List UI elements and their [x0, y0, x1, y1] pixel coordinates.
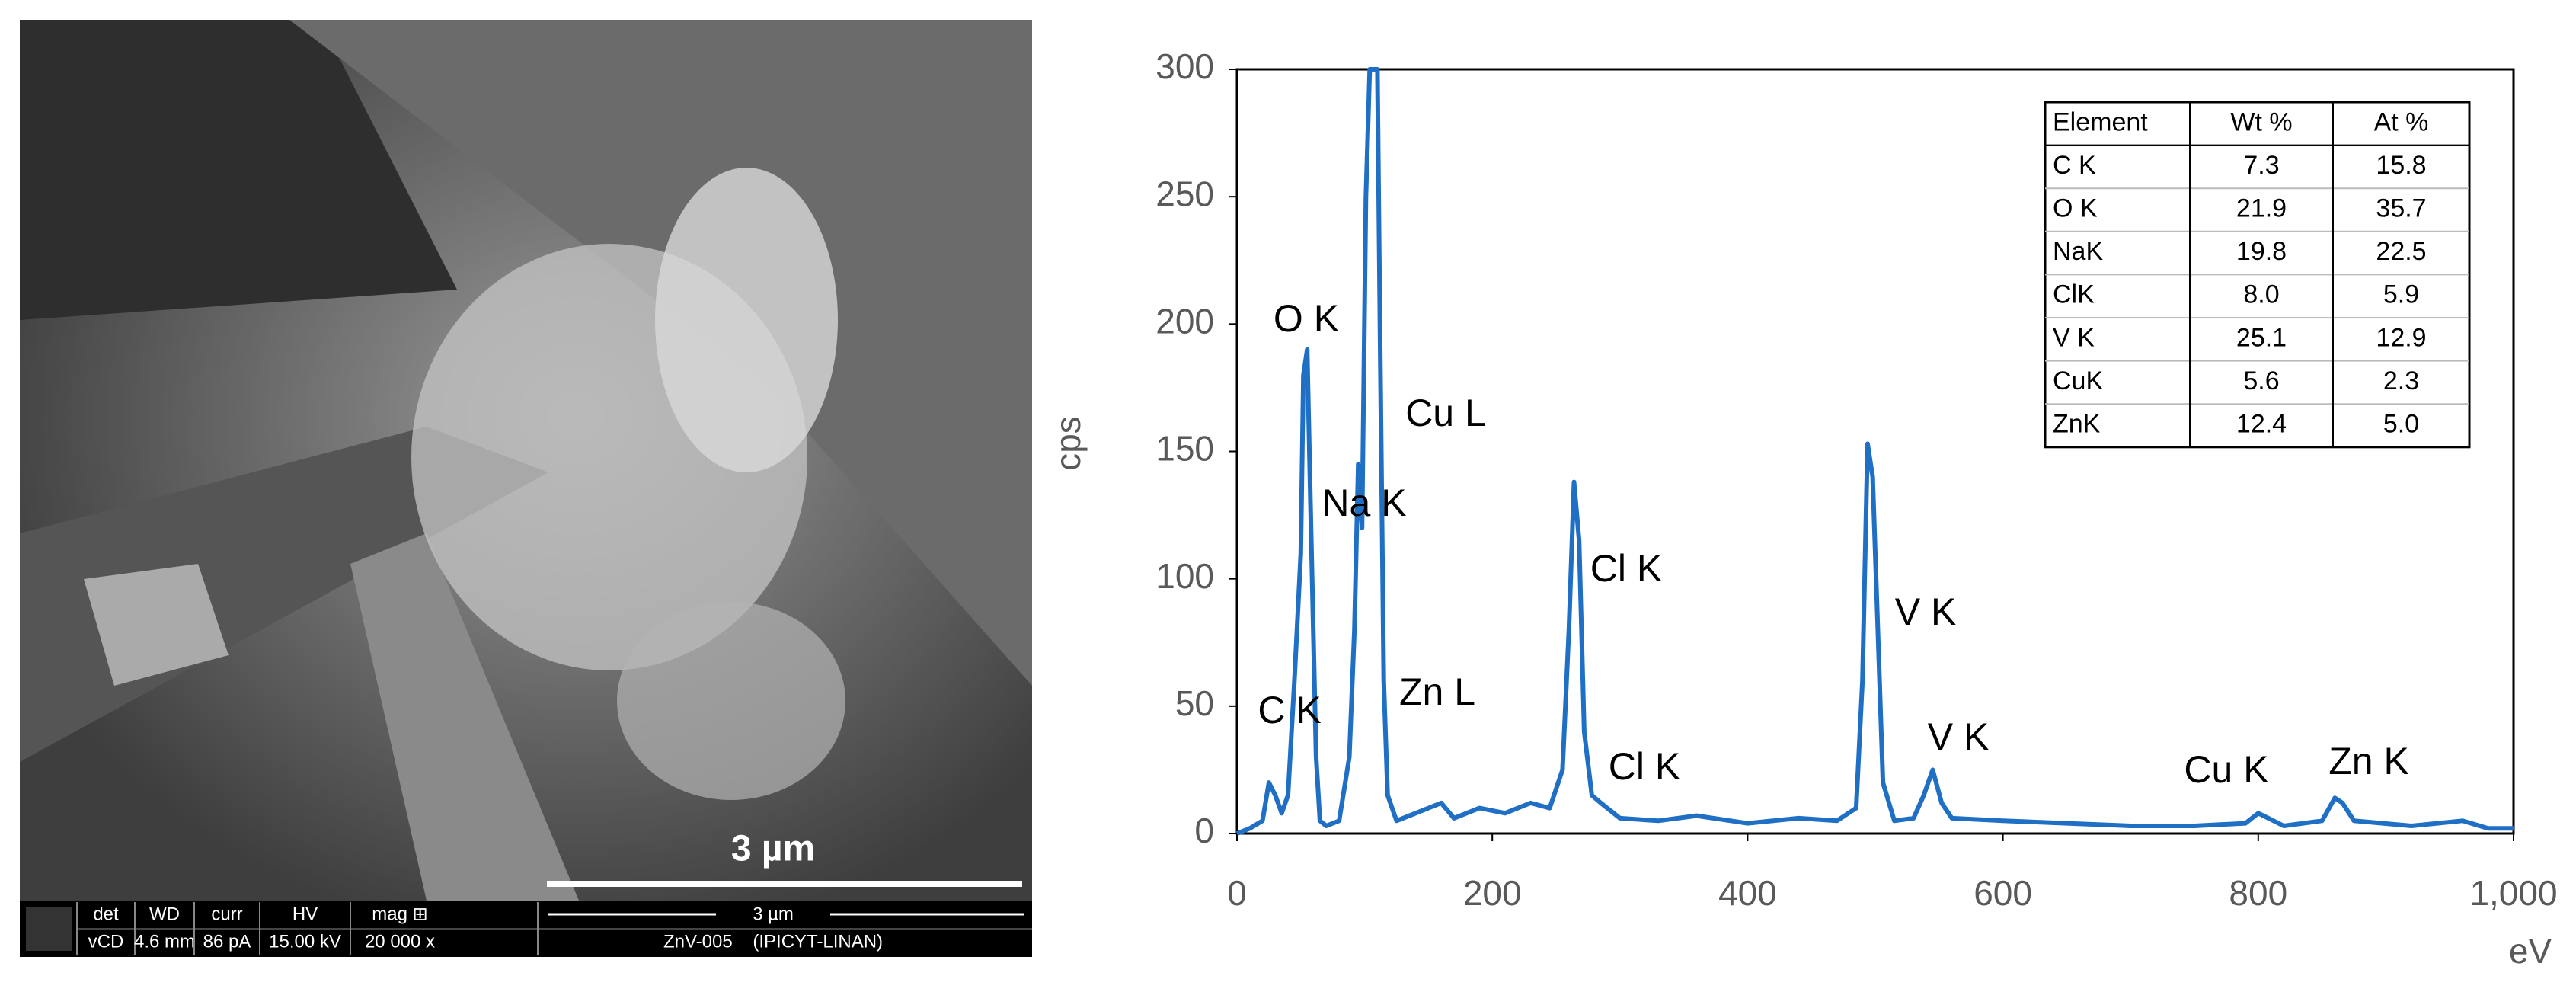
peak-label: O K	[1274, 297, 1339, 340]
composition-table: Element Wt % At % C K 7.3 15.8 O K 21.9 35.7 NaK 1…	[2044, 101, 2471, 449]
y-tick-label: 250	[1155, 174, 1214, 213]
table-cell: V K	[2053, 323, 2095, 352]
info-value: 20 000 x	[365, 931, 435, 952]
x-tick-label: 800	[2229, 873, 2287, 913]
table-cell: 12.9	[2376, 323, 2426, 352]
spectrum-line	[1235, 67, 2514, 836]
plot-frame	[1235, 68, 2515, 835]
y-tick-label: 100	[1155, 556, 1214, 596]
table-header: At %	[2374, 107, 2429, 136]
x-tick-label: 400	[1718, 873, 1777, 913]
peak-label: Zn K	[2328, 740, 2409, 782]
table-cell: C K	[2053, 151, 2096, 180]
peak-label: V K	[1928, 715, 1990, 758]
y-tick-label: 300	[1155, 46, 1214, 86]
peak-label: Cu K	[2184, 748, 2268, 791]
table-header: Element	[2053, 107, 2148, 136]
sem-fiber	[289, 20, 1032, 686]
chart: eV cps 0 50 100 150 200 250 300 0 200 400 600 800 1,…	[1048, 46, 2557, 971]
y-tick-label: 0	[1194, 811, 1214, 850]
peak-label: Cl K	[1609, 745, 1680, 788]
info-header: det	[93, 904, 119, 924]
peak-label: Cl K	[1590, 547, 1662, 590]
info-header: WD	[149, 904, 180, 924]
info-value: vCD	[88, 931, 124, 952]
sem-dark-region	[20, 20, 457, 320]
peak-label: Na K	[1322, 482, 1406, 524]
table-cell: CuK	[2053, 366, 2103, 395]
y-tick-label: 50	[1175, 683, 1214, 723]
y-tick-label: 150	[1155, 429, 1214, 469]
x-tick-label: 600	[1974, 873, 2032, 913]
x-tick-label: 1,000	[2469, 873, 2557, 913]
info-scale: 3 µm	[753, 904, 794, 924]
info-header: curr	[211, 904, 242, 924]
table-header: Wt %	[2230, 107, 2292, 136]
table-cell: 2.3	[2383, 366, 2419, 395]
table-cell: ClK	[2053, 280, 2095, 309]
x-tick-label: 0	[1227, 873, 1247, 913]
peak-label: V K	[1895, 590, 1957, 633]
info-header: mag ⊞	[372, 904, 427, 924]
sem-image: 3 µm det vCD WD 4.6 mm curr 86 pA HV 15.00 kV ma…	[20, 20, 1032, 957]
detector-icon	[26, 907, 72, 951]
table-cell: 7.3	[2243, 151, 2279, 180]
table-cell: 19.8	[2236, 237, 2287, 266]
info-value: 4.6 mm	[134, 931, 195, 952]
table-cell: 5.0	[2383, 409, 2419, 438]
table-cell: 15.8	[2376, 151, 2426, 180]
table-cell: 12.4	[2236, 409, 2287, 438]
sem-fiber	[20, 427, 548, 762]
x-tick-label: 200	[1463, 873, 1522, 913]
info-value: 15.00 kV	[269, 931, 341, 952]
table-cell: 5.6	[2243, 366, 2279, 395]
table-cell: 22.5	[2376, 237, 2426, 266]
x-axis-label: eV	[2509, 931, 2552, 971]
scale-label: 3 µm	[731, 829, 815, 869]
sem-rod	[350, 533, 579, 901]
table-cell: 21.9	[2236, 194, 2287, 222]
table-cell: 25.1	[2236, 323, 2287, 352]
table-cell: ZnK	[2053, 409, 2101, 438]
table-cell: NaK	[2053, 237, 2103, 266]
table-cell: 35.7	[2376, 194, 2426, 222]
info-cells: det vCD WD 4.6 mm curr 86 pA HV 15.00 kV mag ⊞ 20…	[76, 902, 1032, 955]
info-sample: ZnV-005 (IPICYT-LINAN)	[663, 931, 883, 952]
sem-particle	[655, 168, 838, 472]
y-axis-label: cps	[1048, 416, 1088, 471]
peak-label: Cu L	[1405, 392, 1486, 434]
peak-label: Zn L	[1399, 670, 1475, 713]
table-cell: 8.0	[2243, 280, 2279, 309]
peak-label: C K	[1258, 689, 1321, 731]
sem-crystal	[84, 564, 229, 686]
table-cell: O K	[2053, 194, 2098, 222]
table-cell: 5.9	[2383, 280, 2419, 309]
y-tick-label: 200	[1155, 301, 1214, 341]
info-value: 86 pA	[203, 931, 251, 952]
info-header: HV	[292, 904, 318, 924]
sem-particle	[617, 602, 845, 800]
info-scale-gap	[716, 904, 830, 925]
